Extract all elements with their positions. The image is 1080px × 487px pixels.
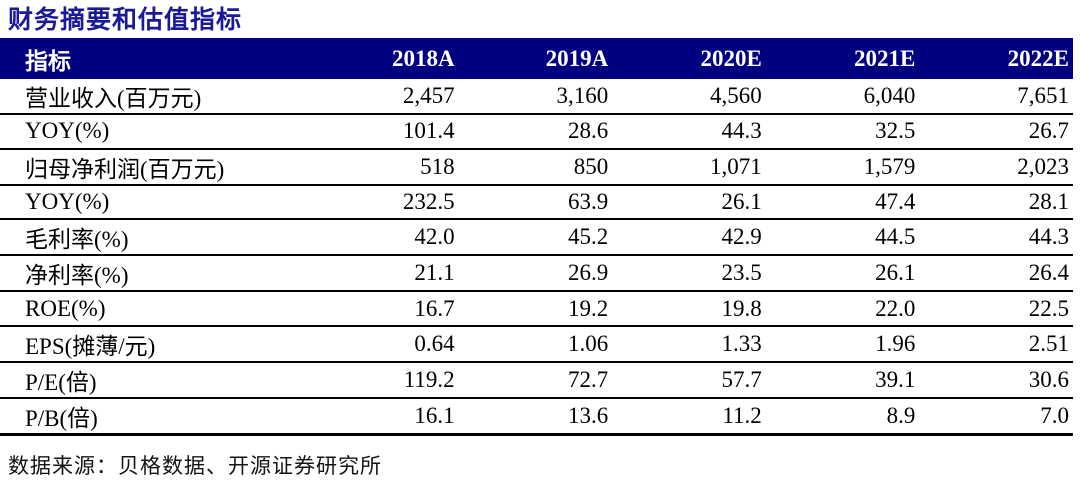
row-value: 28.6 — [458, 114, 613, 150]
row-value: 1.06 — [458, 326, 613, 364]
page-title: 财务摘要和估值指标 — [8, 7, 243, 34]
table-row: 营业收入(百万元) 2,457 3,160 4,560 6,040 7,651 — [0, 79, 1073, 115]
row-label: EPS(摊薄/元) — [0, 326, 305, 364]
row-value: 232.5 — [305, 184, 459, 221]
header-cell-year: 2019A — [458, 38, 613, 79]
row-value: 0.64 — [305, 326, 459, 364]
row-value: 19.2 — [458, 291, 613, 328]
row-value: 7,651 — [919, 79, 1073, 115]
table-row: P/B(倍) 16.1 13.6 11.2 8.9 7.0 — [0, 398, 1073, 437]
row-value: 1,071 — [612, 148, 766, 186]
row-value: 1,579 — [765, 148, 920, 186]
row-label: ROE(%) — [0, 291, 305, 328]
row-value: 11.2 — [612, 398, 766, 437]
row-value: 42.0 — [305, 219, 459, 257]
financial-summary-table: 指标 2018A 2019A 2020E 2021E 2022E 营业收入(百万元) 2,… — [0, 38, 1073, 437]
row-value: 7.0 — [919, 398, 1073, 437]
header-cell-year: 2021E — [765, 38, 920, 79]
table-row: YOY(%) 232.5 63.9 26.1 47.4 28.1 — [0, 184, 1073, 221]
row-label: YOY(%) — [0, 184, 305, 221]
row-value: 44.3 — [612, 114, 766, 150]
row-value: 39.1 — [765, 362, 920, 400]
row-value: 6,040 — [765, 79, 920, 115]
row-value: 13.6 — [458, 398, 613, 437]
table-row: 归母净利润(百万元) 518 850 1,071 1,579 2,023 — [0, 148, 1073, 186]
row-label: YOY(%) — [0, 114, 305, 150]
row-value: 32.5 — [765, 114, 920, 150]
row-value: 45.2 — [458, 219, 613, 257]
row-value: 518 — [305, 148, 459, 186]
row-value: 21.1 — [305, 255, 459, 293]
row-value: 3,160 — [458, 79, 613, 115]
row-value: 8.9 — [765, 398, 920, 437]
data-source-note: 数据来源：贝格数据、开源证券研究所 — [8, 454, 382, 479]
header-cell-year: 2022E — [919, 38, 1073, 79]
row-value: 2.51 — [919, 326, 1073, 364]
table-row: 净利率(%) 21.1 26.9 23.5 26.1 26.4 — [0, 255, 1073, 293]
header-cell-year: 2018A — [305, 38, 459, 79]
row-value: 63.9 — [458, 184, 613, 221]
row-value: 1.33 — [612, 326, 766, 364]
row-value: 47.4 — [765, 184, 920, 221]
row-value: 119.2 — [305, 362, 459, 400]
row-value: 19.8 — [612, 291, 766, 328]
row-value: 850 — [458, 148, 613, 186]
row-value: 22.0 — [765, 291, 920, 328]
row-value: 44.3 — [919, 219, 1073, 257]
row-value: 2,457 — [305, 79, 459, 115]
row-value: 57.7 — [612, 362, 766, 400]
row-label: P/E(倍) — [0, 362, 305, 400]
row-value: 30.6 — [919, 362, 1073, 400]
row-value: 22.5 — [919, 291, 1073, 328]
row-value: 101.4 — [305, 114, 459, 150]
row-value: 4,560 — [612, 79, 766, 115]
row-label: 净利率(%) — [0, 255, 305, 293]
row-value: 16.7 — [305, 291, 459, 328]
table-row: P/E(倍) 119.2 72.7 57.7 39.1 30.6 — [0, 362, 1073, 400]
row-label: 归母净利润(百万元) — [0, 148, 305, 186]
row-value: 42.9 — [612, 219, 766, 257]
row-label: 营业收入(百万元) — [0, 79, 305, 115]
row-label: 毛利率(%) — [0, 219, 305, 257]
row-label: P/B(倍) — [0, 398, 305, 437]
row-value: 1.96 — [765, 326, 920, 364]
row-value: 26.1 — [612, 184, 766, 221]
row-value: 26.7 — [919, 114, 1073, 150]
header-cell-metric: 指标 — [0, 38, 305, 79]
row-value: 44.5 — [765, 219, 920, 257]
row-value: 28.1 — [919, 184, 1073, 221]
row-value: 26.9 — [458, 255, 613, 293]
table-header-row: 指标 2018A 2019A 2020E 2021E 2022E — [0, 38, 1073, 79]
table-body: 营业收入(百万元) 2,457 3,160 4,560 6,040 7,651 YOY(%)… — [0, 79, 1073, 437]
row-value: 2,023 — [919, 148, 1073, 186]
table-row: EPS(摊薄/元) 0.64 1.06 1.33 1.96 2.51 — [0, 326, 1073, 364]
header-cell-year: 2020E — [612, 38, 766, 79]
table-row: YOY(%) 101.4 28.6 44.3 32.5 26.7 — [0, 114, 1073, 150]
table-row: ROE(%) 16.7 19.2 19.8 22.0 22.5 — [0, 291, 1073, 328]
row-value: 16.1 — [305, 398, 459, 437]
row-value: 72.7 — [458, 362, 613, 400]
row-value: 26.1 — [765, 255, 920, 293]
row-value: 23.5 — [612, 255, 766, 293]
row-value: 26.4 — [919, 255, 1073, 293]
table-row: 毛利率(%) 42.0 45.2 42.9 44.5 44.3 — [0, 219, 1073, 257]
